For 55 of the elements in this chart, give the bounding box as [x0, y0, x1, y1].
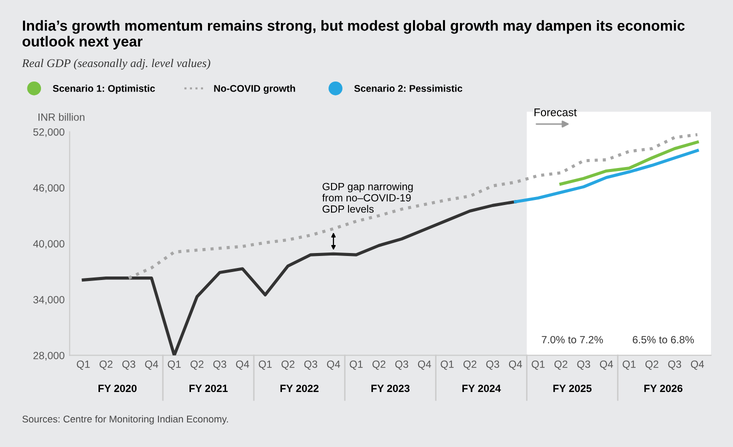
x-tick-label: Q2 — [463, 360, 476, 370]
x-tick-label: Q3 — [304, 360, 318, 370]
x-tick-label: Q4 — [145, 360, 158, 370]
x-tick-label: Q1 — [76, 360, 90, 370]
y-axis-title: INR billion — [38, 113, 84, 121]
text: FY 2020 — [98, 384, 137, 392]
x-tick-label: Q4 — [600, 360, 614, 370]
x-tick-label: Q4 — [236, 360, 250, 370]
chart-title: India’s growth momentum remains strong, but modest global growth may dampen its economic outlook next year — [22, 20, 685, 50]
annotation: 7.0% to 7.2% — [542, 336, 603, 344]
x-tick-label: Q4 — [418, 360, 432, 370]
x-tick-label: Q4 — [690, 360, 704, 370]
x-tick-label: Q2 — [554, 360, 568, 370]
x-tick-label: Q1 — [168, 360, 181, 370]
text: FY 2025 — [553, 384, 592, 392]
text: FY 2024 — [462, 384, 501, 392]
x-tick-label: Q3 — [395, 360, 408, 370]
chart-subtitle: Real GDP (seasonally adj. level values) — [22, 58, 210, 70]
x-tick-label: Q2 — [372, 360, 386, 370]
line-series — [559, 140, 699, 186]
line-series — [514, 148, 699, 204]
y-tick-label: 46,000 — [33, 184, 64, 193]
legend-label: Scenario 2: Pessimistic — [354, 84, 462, 92]
annotation: 6.5% to 6.8% — [632, 336, 694, 344]
x-tick-label: Q2 — [282, 360, 294, 370]
y-tick-label: 28,000 — [33, 352, 64, 360]
legend-label: No-COVID growth — [214, 84, 296, 94]
x-tick-label: Q2 — [645, 360, 658, 370]
text: FY 2021 — [189, 384, 228, 392]
x-tick-label: Q1 — [622, 360, 636, 370]
x-tick-label: Q1 — [350, 360, 363, 370]
x-tick-label: Q2 — [190, 360, 204, 370]
y-tick-label: 40,000 — [33, 240, 64, 249]
legend-label: Scenario 1: Optimistic — [52, 84, 155, 94]
line-series — [127, 133, 699, 280]
x-tick-label: Q1 — [258, 360, 272, 370]
x-tick-label: Q3 — [577, 360, 590, 370]
x-tick-label: Q2 — [100, 360, 112, 370]
text: FY 2023 — [371, 384, 410, 392]
annotation: GDP gap narrowing from no–COVID-19 GDP levels — [322, 182, 413, 213]
y-tick-label: 52,000 — [33, 128, 64, 137]
x-tick-label: Q3 — [486, 360, 500, 370]
text: Forecast — [534, 108, 577, 116]
x-tick-label: Q3 — [122, 360, 136, 370]
text: FY 2026 — [644, 384, 682, 392]
line-series — [82, 200, 517, 356]
text: FY 2022 — [280, 384, 319, 392]
x-tick-label: Q3 — [213, 360, 226, 370]
x-tick-label: Q4 — [508, 360, 522, 370]
x-tick-label: Q1 — [440, 360, 454, 370]
source-note: Sources: Centre for Monitoring Indian Economy. — [22, 415, 228, 424]
x-tick-label: Q4 — [327, 360, 340, 370]
x-tick-label: Q1 — [532, 360, 545, 370]
y-tick-label: 34,000 — [33, 296, 64, 305]
x-tick-label: Q3 — [668, 360, 682, 370]
